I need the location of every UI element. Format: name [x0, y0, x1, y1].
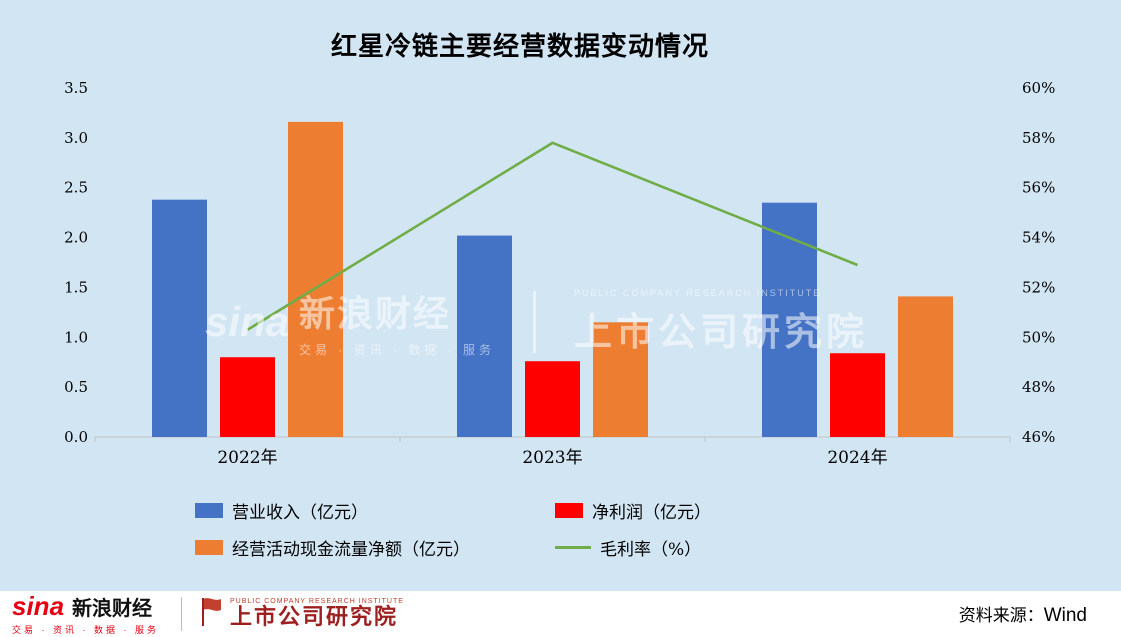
flag-icon [200, 597, 222, 632]
right-axis-tick: 52% [1022, 278, 1055, 296]
right-axis-tick: 54% [1022, 229, 1055, 247]
chart-bar [220, 357, 275, 437]
left-axis-tick: 1.5 [64, 278, 88, 296]
chart-bar [762, 202, 817, 437]
legend-item-1: 净利润（亿元） [555, 498, 711, 523]
right-axis-tick: 58% [1022, 129, 1055, 147]
right-axis-tick: 50% [1022, 328, 1055, 346]
right-axis-tick: 60% [1022, 79, 1055, 97]
legend-color-swatch [195, 540, 223, 555]
chart-legend: 营业收入（亿元） 净利润（亿元） 经营活动现金流量净额（亿元） 毛利率（%） [195, 498, 711, 560]
institute-logo-block: PUBLIC COMPANY RESEARCH INSTITUTE 上市公司研究… [200, 597, 404, 632]
sina-brand-name: 新浪财经 [72, 597, 153, 620]
data-source: 资料来源：Wind [959, 601, 1087, 627]
gross-margin-line [246, 141, 858, 331]
sina-logo-block: sina 新浪财经 交易 · 资讯 · 数据 · 服务 [12, 593, 159, 636]
right-axis-tick: 48% [1022, 378, 1055, 396]
left-axis-tick: 3.0 [64, 129, 88, 147]
institute-name: 上市公司研究院 [230, 604, 399, 630]
footer-divider [181, 597, 182, 631]
institute-caption: PUBLIC COMPANY RESEARCH INSTITUTE [230, 598, 404, 606]
legend-color-swatch [555, 503, 583, 518]
legend-label: 净利润（亿元） [592, 503, 711, 523]
combo-chart: 3.5 60% 3.0 58% 2.5 56% 2.0 54% 1.5 52% 1.0 50% 0.5 4… [64, 79, 1055, 468]
left-axis-tick: 1.0 [64, 328, 88, 346]
sina-logo: sina [12, 590, 65, 621]
source-label: 资料来源： [958, 606, 1044, 625]
sina-tagline: 交易 · 资讯 · 数据 · 服务 [12, 624, 159, 635]
chart-bar [898, 296, 953, 437]
left-axis-tick: 0.0 [64, 428, 88, 446]
x-category-label: 2023年 [522, 448, 582, 468]
x-category-label: 2024年 [827, 448, 887, 468]
left-axis-tick: 3.5 [64, 79, 88, 97]
legend-item-0: 营业收入（亿元） [195, 498, 555, 523]
chart-bar [525, 361, 580, 437]
legend-color-swatch [195, 503, 223, 518]
x-category-label: 2022年 [217, 448, 277, 468]
chart-bar [288, 121, 343, 437]
chart-title: 红星冷链主要经营数据变动情况 [330, 31, 709, 61]
chart-bar [152, 199, 207, 437]
legend-item-3: 毛利率（%） [555, 535, 711, 560]
legend-label: 毛利率（%） [600, 540, 702, 560]
legend-label: 营业收入（亿元） [232, 503, 368, 523]
footer-bar: sina 新浪财经 交易 · 资讯 · 数据 · 服务 PUBLIC COMPA… [0, 591, 1121, 637]
right-axis-tick: 56% [1022, 179, 1055, 197]
legend-item-2: 经营活动现金流量净额（亿元） [195, 535, 555, 560]
left-axis-tick: 0.5 [64, 378, 88, 396]
left-axis-tick: 2.0 [64, 229, 88, 247]
right-axis-tick: 46% [1022, 428, 1055, 446]
left-axis-tick: 2.5 [64, 179, 88, 197]
source-value: Wind [1043, 605, 1087, 626]
legend-line-swatch [555, 546, 591, 549]
chart-bar [457, 235, 512, 437]
chart-bar [830, 353, 885, 437]
legend-label: 经营活动现金流量净额（亿元） [232, 540, 470, 560]
chart-bar [593, 322, 648, 437]
